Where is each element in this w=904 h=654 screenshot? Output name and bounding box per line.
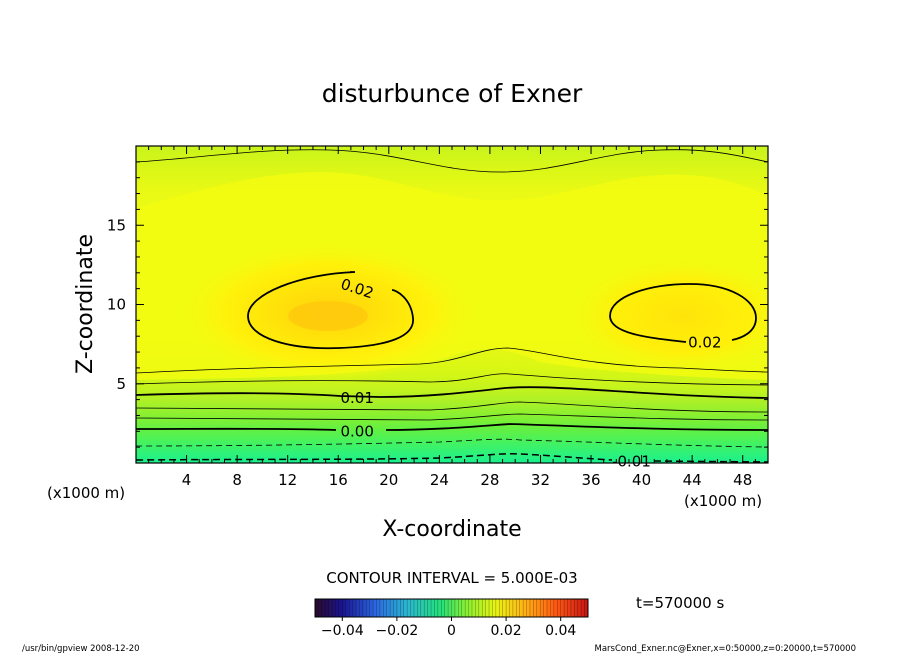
plot-area <box>136 146 768 463</box>
max-region-left <box>288 301 368 331</box>
footer-left: /usr/bin/gpview 2008-12-20 <box>22 644 140 654</box>
x-unit-left: (x1000 m) <box>47 484 125 502</box>
x-tick-label: 4 <box>182 471 192 489</box>
contour-line-top <box>136 149 768 173</box>
contour-line-0p01 <box>136 386 768 399</box>
colorbar-tick-label: 0.02 <box>491 623 522 639</box>
y-tick-label: 5 <box>116 375 126 393</box>
time-label: t=570000 s <box>636 594 724 612</box>
contour-line-mid3 <box>136 413 768 421</box>
y-tick-label: 10 <box>107 296 126 314</box>
contour-line-upper-mid <box>136 347 768 374</box>
x-tick-label: 12 <box>278 471 297 489</box>
colorbar-tick-label: −0.04 <box>321 623 364 639</box>
contour-line-mid1 <box>136 373 768 386</box>
contour-label: -0.01 <box>612 452 651 470</box>
colorbar-tick-label: 0.04 <box>545 623 576 639</box>
x-tick-label: 48 <box>733 471 752 489</box>
footer-right: MarsCond_Exner.nc@Exner,x=0:50000,z=0:20… <box>594 644 856 654</box>
x-tick-label: 8 <box>232 471 242 489</box>
colorbar-stripes <box>318 599 585 617</box>
contour-interval: CONTOUR INTERVAL = 5.000E-03 <box>326 569 577 587</box>
x-tick-label: 16 <box>329 471 348 489</box>
high-region-right <box>567 256 768 376</box>
x-tick-label: 44 <box>683 471 702 489</box>
y-axis: 5 10 15 <box>107 161 768 448</box>
contour-label: 0.02 <box>688 334 721 352</box>
x-tick-label: 32 <box>531 471 550 489</box>
x-tick-label: 40 <box>632 471 651 489</box>
x-tick-label: 36 <box>581 471 600 489</box>
x-tick-label: 28 <box>480 471 499 489</box>
contour-label: 0.01 <box>340 389 373 407</box>
colorbar-tick-label: 0 <box>447 623 456 639</box>
contour-0p02-right <box>609 283 757 343</box>
x-unit-right: (x1000 m) <box>684 492 762 510</box>
contour-line-0p00 <box>136 423 768 431</box>
contour-line-mid2 <box>136 401 768 413</box>
x-axis: 4 8 12 16 20 24 28 32 36 40 44 48 <box>148 146 756 489</box>
contour-line-neg-0p01-tail <box>653 460 768 463</box>
colorbar-ticks: −0.04 −0.02 0 0.02 0.04 <box>321 617 576 639</box>
contour-line-neg-0p01 <box>136 453 613 461</box>
colorbar-tick-label: −0.02 <box>375 623 418 639</box>
x-tick-label: 20 <box>379 471 398 489</box>
x-axis-label: X-coordinate <box>382 517 521 542</box>
contour-0p02-left <box>247 271 414 350</box>
contour-line-neg1 <box>136 438 768 448</box>
x-tick-label: 24 <box>430 471 449 489</box>
y-tick-label: 15 <box>107 216 126 234</box>
contour-label: 0.00 <box>340 422 373 440</box>
y-axis-label: Z-coordinate <box>73 234 98 374</box>
chart-title: disturbunce of Exner <box>322 79 583 108</box>
